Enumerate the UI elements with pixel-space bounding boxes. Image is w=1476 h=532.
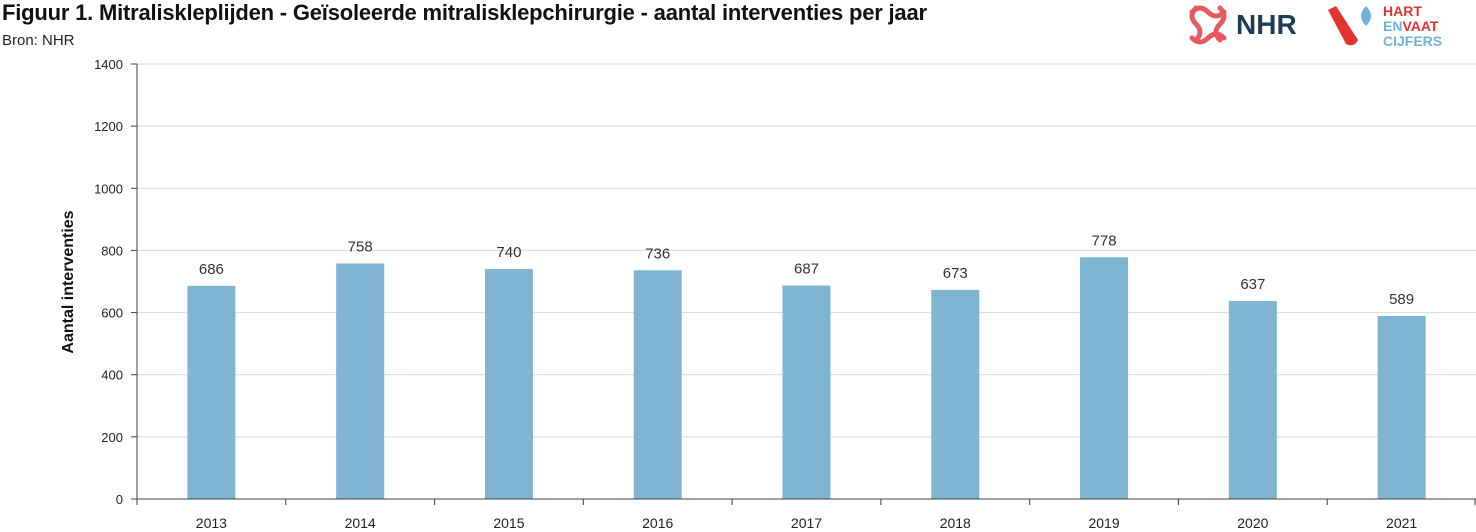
chart-source: Bron: NHR [2, 32, 75, 49]
bar [484, 269, 533, 499]
y-tick-label: 400 [101, 368, 123, 383]
logos: NHR HART ENVAAT CIJFERS [1189, 3, 1442, 48]
x-tick-label: 2016 [642, 515, 673, 531]
data-label: 686 [199, 261, 224, 278]
bar [1377, 315, 1426, 499]
data-labels: 686 758 740 736 687 673 778 637 589 [199, 232, 1414, 308]
hvc-drop-icon [1361, 6, 1371, 26]
x-tick-label: 2021 [1386, 515, 1417, 531]
data-label: 778 [1092, 232, 1117, 249]
chart-title: Figuur 1. Mitraliskleplijden - Geïsoleer… [2, 0, 927, 25]
x-tick-label: 2019 [1088, 515, 1119, 531]
x-tick-label: 2018 [940, 515, 971, 531]
hvc-logo-line2: ENVAAT [1383, 18, 1439, 34]
x-tick-label: 2013 [196, 515, 227, 531]
hartenvaatcijfers-logo: HART ENVAAT CIJFERS [1328, 3, 1442, 48]
x-tick-label: 2020 [1237, 515, 1268, 531]
hvc-logo-line3: CIJFERS [1383, 33, 1442, 48]
data-label: 758 [348, 238, 373, 255]
y-tick-label: 600 [101, 306, 123, 321]
bar [1228, 301, 1277, 499]
bar [336, 263, 385, 499]
nhr-logo-text: NHR [1236, 9, 1297, 40]
bars [187, 257, 1426, 499]
x-tick-label: 2017 [791, 515, 822, 531]
y-tick-label: 200 [101, 430, 123, 445]
bar [931, 289, 980, 499]
x-tick-label: 2015 [493, 515, 524, 531]
data-label: 736 [645, 245, 670, 262]
nhr-heart-icon [1189, 5, 1227, 45]
data-label: 740 [496, 244, 521, 261]
x-tick-label: 2014 [345, 515, 376, 531]
axes: 0 200 400 600 800 1000 1200 1400 2013 2014 2015 201… [94, 57, 1476, 531]
y-tick-label: 0 [116, 492, 123, 507]
bar [782, 285, 831, 499]
hvc-red-shape [1328, 6, 1358, 46]
data-label: 673 [943, 265, 968, 282]
data-label: 687 [794, 261, 819, 278]
bar [1080, 257, 1129, 499]
hvc-logo-line1: HART [1383, 3, 1422, 19]
y-axis-title: Aantal interventies [60, 210, 77, 354]
bar [187, 285, 236, 499]
y-tick-label: 800 [101, 243, 123, 258]
y-tick-label: 1000 [94, 181, 123, 196]
data-label: 637 [1240, 276, 1265, 293]
y-tick-label: 1400 [94, 57, 123, 72]
y-tick-label: 1200 [94, 119, 123, 134]
nhr-logo: NHR [1189, 5, 1297, 45]
bar [633, 270, 682, 499]
data-label: 589 [1389, 291, 1414, 308]
